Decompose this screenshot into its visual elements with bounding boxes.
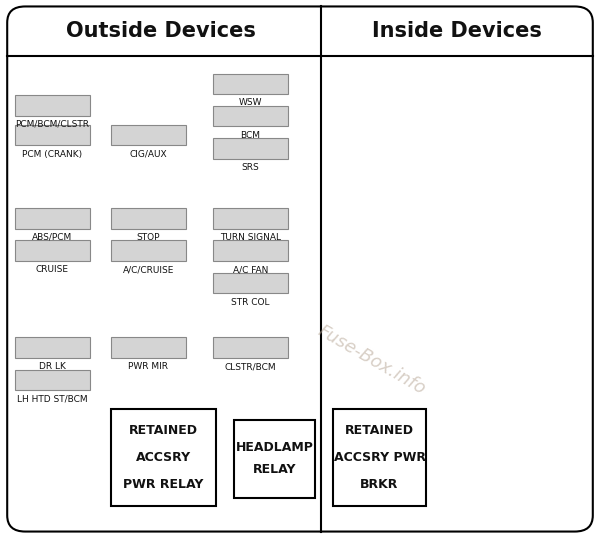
Text: CRUISE: CRUISE — [36, 265, 69, 274]
Text: ACCSRY PWR: ACCSRY PWR — [334, 451, 425, 464]
Text: DR LK: DR LK — [39, 362, 66, 371]
Text: RETAINED: RETAINED — [129, 424, 198, 437]
FancyBboxPatch shape — [15, 208, 90, 229]
FancyBboxPatch shape — [213, 240, 288, 261]
FancyBboxPatch shape — [111, 409, 216, 506]
Text: PWR MIR: PWR MIR — [128, 362, 169, 371]
FancyBboxPatch shape — [213, 106, 288, 126]
FancyBboxPatch shape — [15, 125, 90, 145]
FancyBboxPatch shape — [111, 125, 186, 145]
Text: RETAINED: RETAINED — [345, 424, 414, 437]
Text: CIG/AUX: CIG/AUX — [130, 150, 167, 159]
FancyBboxPatch shape — [15, 240, 90, 261]
Text: BRKR: BRKR — [361, 478, 398, 491]
Text: PCM/BCM/CLSTR: PCM/BCM/CLSTR — [16, 120, 89, 129]
Text: Outside Devices: Outside Devices — [65, 22, 256, 41]
FancyBboxPatch shape — [213, 337, 288, 358]
FancyBboxPatch shape — [15, 337, 90, 358]
Text: ACCSRY: ACCSRY — [136, 451, 191, 464]
FancyBboxPatch shape — [213, 138, 288, 159]
Text: ABS/PCM: ABS/PCM — [32, 233, 73, 242]
FancyBboxPatch shape — [213, 74, 288, 94]
Text: TURN SIGNAL: TURN SIGNAL — [220, 233, 281, 242]
Text: SRS: SRS — [242, 163, 259, 172]
Text: LH HTD ST/BCM: LH HTD ST/BCM — [17, 394, 88, 404]
Text: RELAY: RELAY — [253, 463, 296, 476]
Text: Inside Devices: Inside Devices — [372, 22, 542, 41]
FancyBboxPatch shape — [111, 208, 186, 229]
Text: Fuse-Box.info: Fuse-Box.info — [315, 322, 429, 399]
FancyBboxPatch shape — [333, 409, 426, 506]
Text: HEADLAMP: HEADLAMP — [236, 441, 313, 454]
FancyBboxPatch shape — [213, 208, 288, 229]
FancyBboxPatch shape — [15, 370, 90, 390]
FancyBboxPatch shape — [15, 95, 90, 116]
Text: A/C FAN: A/C FAN — [233, 265, 268, 274]
Text: A/C/CRUISE: A/C/CRUISE — [123, 265, 174, 274]
FancyBboxPatch shape — [234, 420, 315, 498]
FancyBboxPatch shape — [111, 240, 186, 261]
FancyBboxPatch shape — [213, 273, 288, 293]
FancyBboxPatch shape — [111, 337, 186, 358]
Text: CLSTR/BCM: CLSTR/BCM — [224, 362, 277, 371]
Text: PWR RELAY: PWR RELAY — [124, 478, 203, 491]
Text: STOP: STOP — [137, 233, 160, 242]
Text: BCM: BCM — [241, 131, 260, 140]
Text: WSW: WSW — [239, 98, 262, 108]
Text: STR COL: STR COL — [231, 298, 270, 307]
FancyBboxPatch shape — [7, 6, 593, 532]
Text: PCM (CRANK): PCM (CRANK) — [22, 150, 83, 159]
